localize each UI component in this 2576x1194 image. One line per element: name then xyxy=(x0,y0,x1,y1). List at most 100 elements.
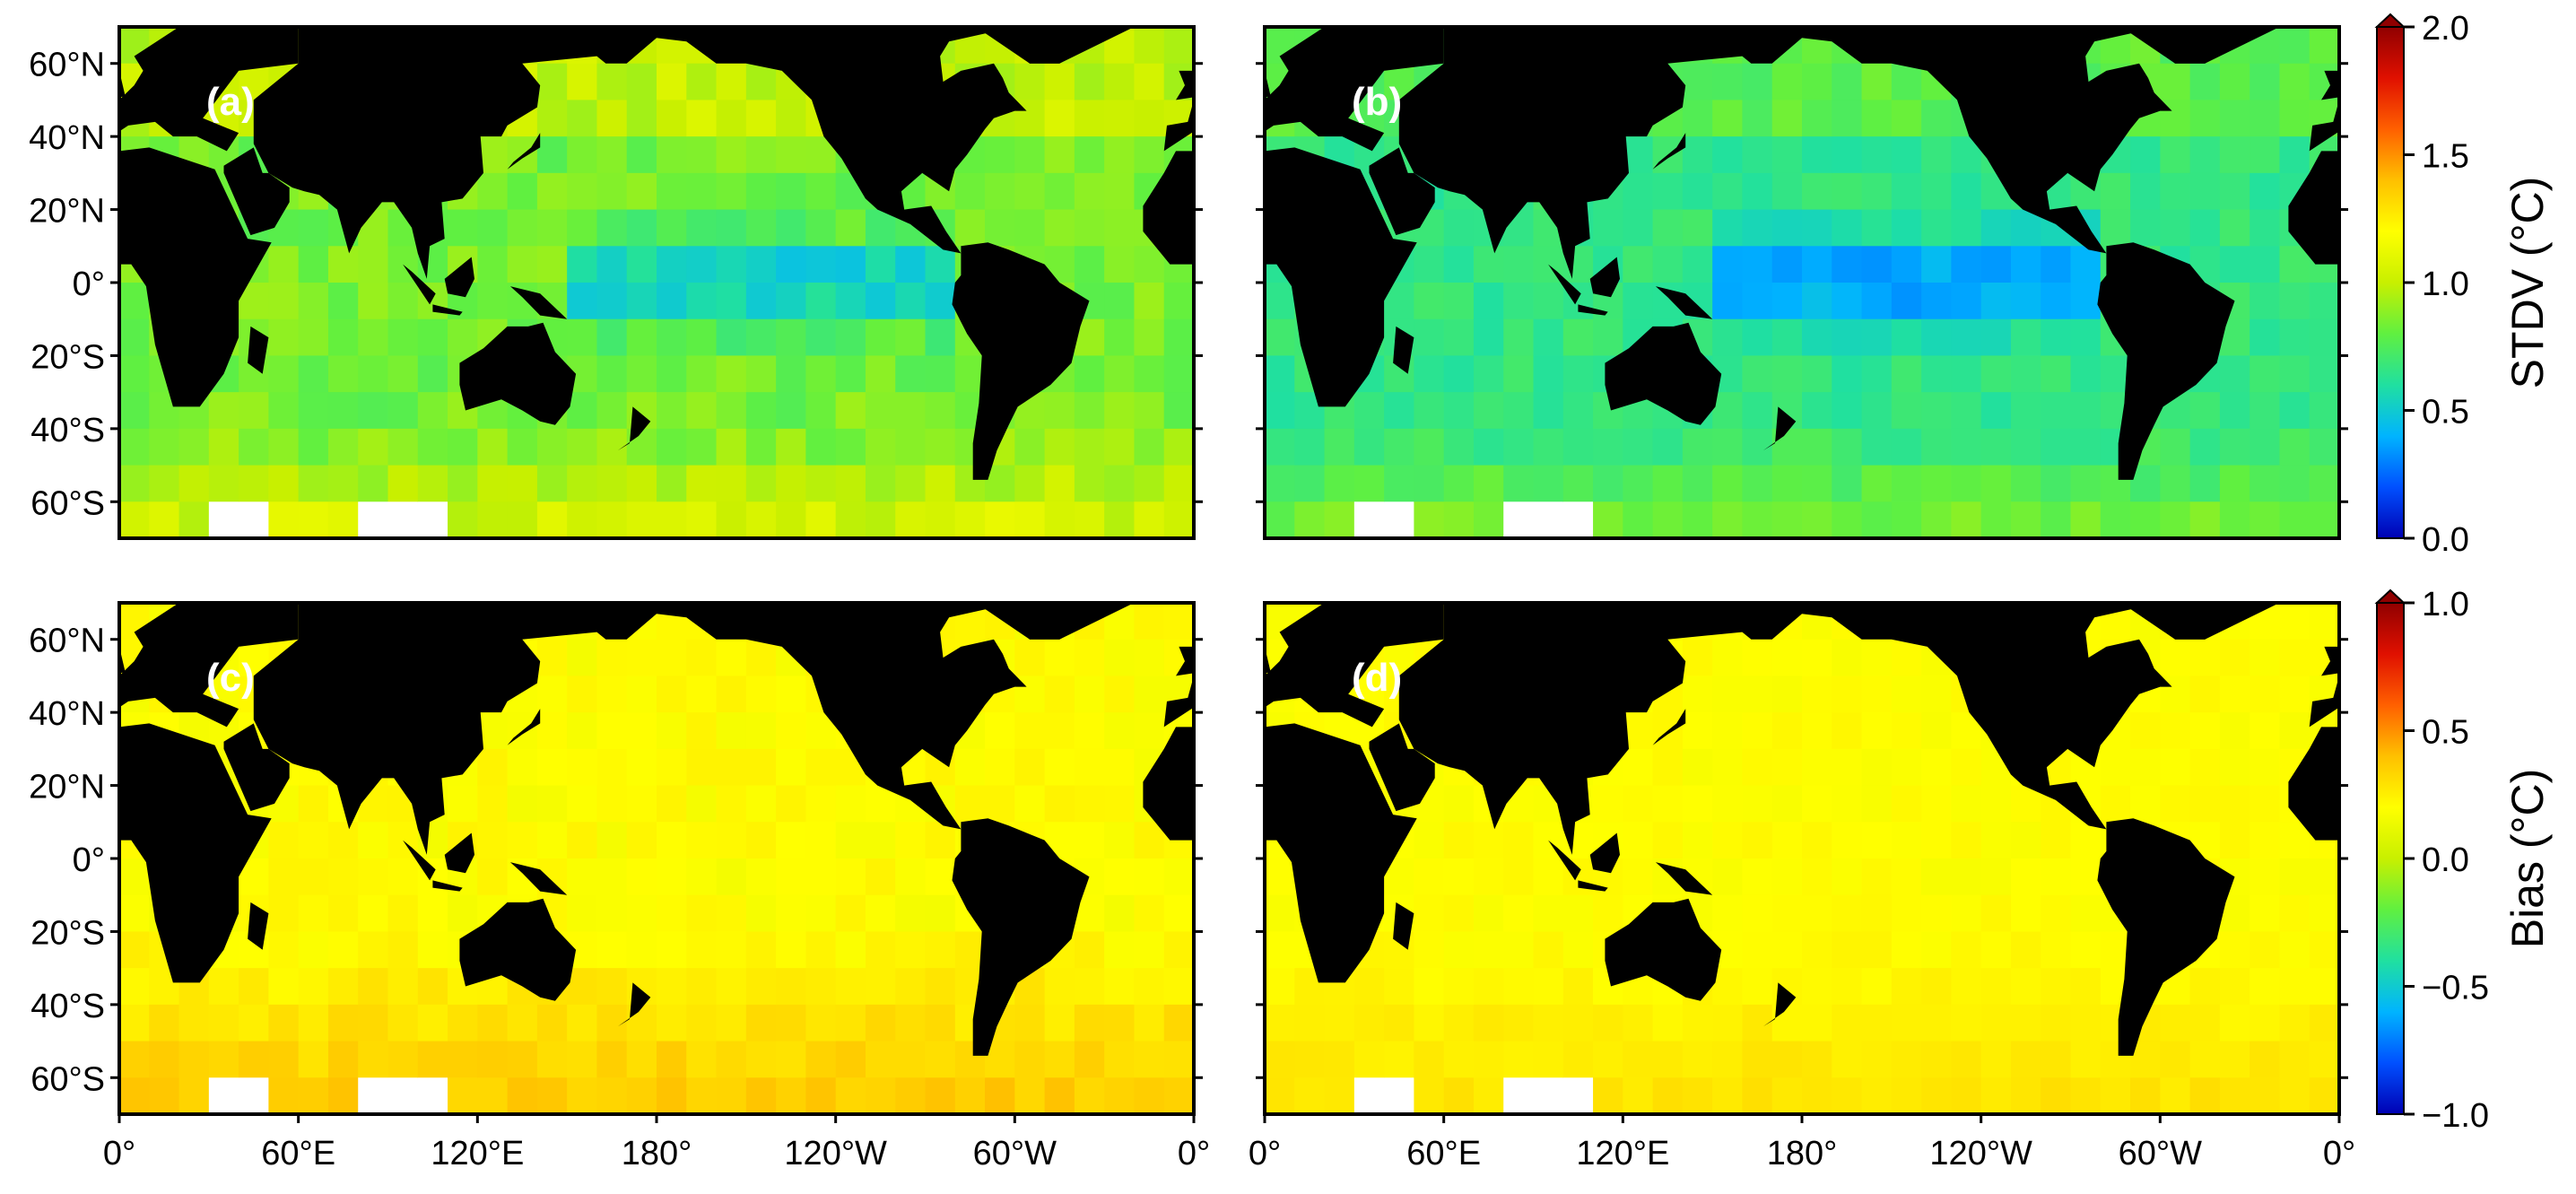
field-cell xyxy=(686,172,718,211)
field-cell xyxy=(1014,1004,1046,1042)
field-cell xyxy=(2100,748,2131,787)
field-cell xyxy=(149,1041,180,1078)
field-cell xyxy=(1832,968,1863,1006)
field-cell xyxy=(1562,894,1594,933)
field-cell xyxy=(1861,209,1893,247)
field-cell xyxy=(1921,712,1952,750)
field-cell xyxy=(1861,501,1893,538)
field-cell xyxy=(2309,858,2339,896)
field-cell xyxy=(536,1004,568,1042)
field-cell xyxy=(805,968,837,1006)
field-cell xyxy=(536,1077,568,1114)
field-cell xyxy=(2219,136,2250,174)
land-polygon xyxy=(507,709,541,745)
field-cell xyxy=(1134,931,1165,969)
field-cell xyxy=(2219,63,2250,101)
field-cell xyxy=(626,748,657,787)
field-cell xyxy=(2189,136,2221,174)
field-cell xyxy=(1861,858,1893,896)
field-cell xyxy=(1802,639,1832,677)
field-cell xyxy=(776,136,806,174)
field-cell xyxy=(1163,428,1194,466)
field-cell xyxy=(536,136,568,174)
field-cell xyxy=(2070,428,2102,466)
field-cell xyxy=(1861,675,1893,713)
field-cell xyxy=(1503,392,1535,430)
field-cell xyxy=(1712,63,1744,101)
field-cell xyxy=(1104,283,1136,320)
lon-tick-label: 60°E xyxy=(1406,1135,1481,1172)
field-cell xyxy=(1682,1077,1713,1114)
field-cell xyxy=(1265,428,1295,466)
field-cell xyxy=(1294,501,1326,538)
field-cell xyxy=(1891,63,1922,101)
field-cell xyxy=(2250,392,2281,430)
field-cell xyxy=(835,968,866,1006)
field-cell xyxy=(1712,318,1744,357)
lon-tick-label: 120°E xyxy=(431,1135,524,1172)
field-cell xyxy=(2100,172,2131,211)
field-cell xyxy=(358,1004,389,1042)
field-cell xyxy=(925,1041,956,1078)
field-cell xyxy=(1324,1041,1355,1078)
field-cell xyxy=(1980,1041,2012,1078)
lat-tick-label: 20°S xyxy=(30,914,105,952)
land-polygon xyxy=(1143,727,1194,841)
field-cell xyxy=(1414,246,1445,283)
field-cell xyxy=(268,822,300,859)
field-cell xyxy=(268,894,300,933)
field-cell xyxy=(1832,1077,1863,1114)
field-cell xyxy=(716,639,747,677)
field-cell xyxy=(2279,318,2311,357)
field-cell xyxy=(745,858,777,896)
field-cell xyxy=(1682,246,1713,283)
field-cell xyxy=(865,465,896,502)
field-cell xyxy=(1414,428,1445,466)
field-cell xyxy=(2250,894,2281,933)
field-cell xyxy=(1074,355,1105,393)
land-polygon xyxy=(617,406,651,451)
field-cell xyxy=(776,392,806,430)
field-cell xyxy=(1134,1041,1165,1078)
field-cell xyxy=(1742,355,1773,393)
field-cell xyxy=(2309,894,2339,933)
field-cell xyxy=(1742,712,1773,750)
land-polygon xyxy=(1548,840,1581,881)
field-cell xyxy=(776,100,806,137)
field-cell xyxy=(2219,712,2250,750)
field-cell xyxy=(745,246,777,283)
field-cell xyxy=(1891,1077,1922,1114)
field-cell xyxy=(1623,246,1654,283)
field-cell xyxy=(2219,172,2250,211)
field-cell xyxy=(805,246,837,283)
field-cell xyxy=(865,894,896,933)
field-cell xyxy=(327,246,359,283)
field-cell xyxy=(178,1041,210,1078)
field-cell xyxy=(1832,209,1863,247)
field-cell xyxy=(1802,675,1832,713)
field-cell xyxy=(2279,1041,2311,1078)
land-polygon xyxy=(223,723,290,812)
field-cell xyxy=(1014,712,1046,750)
field-cell xyxy=(716,501,747,538)
field-cell xyxy=(567,785,598,823)
panel-a: 60°N 40°N 20°N 0° 20°S 40°S 60°S (a) xyxy=(29,25,1203,540)
field-cell xyxy=(1324,501,1355,538)
field-cell xyxy=(1980,1077,2012,1114)
lat-tick-label: 40°S xyxy=(30,988,105,1025)
field-cell xyxy=(417,318,448,357)
field-cell xyxy=(1771,785,1803,823)
field-cell xyxy=(1980,858,2012,896)
field-cell xyxy=(596,675,628,713)
field-cell xyxy=(1503,355,1535,393)
field-cell xyxy=(567,100,598,137)
field-cell xyxy=(1802,785,1832,823)
field-cell xyxy=(358,822,389,859)
field-cell xyxy=(745,136,777,174)
field-cell xyxy=(536,748,568,787)
field-cell xyxy=(387,858,419,896)
land-polygon xyxy=(2288,151,2339,265)
field-cell xyxy=(2279,100,2311,137)
field-cell xyxy=(835,1077,866,1114)
field-cell xyxy=(1682,136,1713,174)
